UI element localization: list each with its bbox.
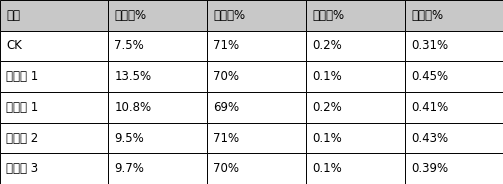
- Text: 实施例 1: 实施例 1: [6, 70, 38, 83]
- Text: 0.45%: 0.45%: [411, 70, 449, 83]
- Bar: [405, 61, 503, 92]
- Text: 0.41%: 0.41%: [411, 101, 449, 114]
- Bar: [0, 31, 108, 61]
- Text: 粗蛋白%: 粗蛋白%: [114, 9, 146, 22]
- Text: 赖氨酸%: 赖氨酸%: [411, 9, 444, 22]
- Bar: [108, 61, 207, 92]
- Bar: [207, 0, 306, 31]
- Bar: [207, 92, 306, 123]
- Bar: [306, 123, 405, 153]
- Text: 0.1%: 0.1%: [312, 132, 342, 144]
- Bar: [207, 123, 306, 153]
- Bar: [306, 0, 405, 31]
- Bar: [306, 31, 405, 61]
- Bar: [405, 0, 503, 31]
- Text: 9.7%: 9.7%: [114, 162, 144, 175]
- Text: 7.5%: 7.5%: [114, 40, 144, 52]
- Text: 70%: 70%: [213, 162, 239, 175]
- Text: 处理: 处理: [6, 9, 20, 22]
- Bar: [405, 153, 503, 184]
- Text: 粗淀粉%: 粗淀粉%: [213, 9, 245, 22]
- Bar: [0, 61, 108, 92]
- Bar: [405, 92, 503, 123]
- Text: 0.2%: 0.2%: [312, 101, 342, 114]
- Bar: [207, 153, 306, 184]
- Text: 对比例 3: 对比例 3: [6, 162, 38, 175]
- Bar: [0, 153, 108, 184]
- Text: 10.8%: 10.8%: [114, 101, 151, 114]
- Text: 对比例 2: 对比例 2: [6, 132, 38, 144]
- Bar: [108, 31, 207, 61]
- Bar: [306, 153, 405, 184]
- Text: 粗脂肪%: 粗脂肪%: [312, 9, 345, 22]
- Text: 70%: 70%: [213, 70, 239, 83]
- Bar: [108, 0, 207, 31]
- Text: 71%: 71%: [213, 132, 239, 144]
- Text: 0.31%: 0.31%: [411, 40, 449, 52]
- Bar: [108, 123, 207, 153]
- Bar: [108, 92, 207, 123]
- Text: 0.2%: 0.2%: [312, 40, 342, 52]
- Bar: [108, 153, 207, 184]
- Text: 对比例 1: 对比例 1: [6, 101, 38, 114]
- Bar: [207, 61, 306, 92]
- Bar: [207, 31, 306, 61]
- Text: 13.5%: 13.5%: [114, 70, 151, 83]
- Text: 0.1%: 0.1%: [312, 70, 342, 83]
- Text: 69%: 69%: [213, 101, 239, 114]
- Bar: [405, 31, 503, 61]
- Text: CK: CK: [6, 40, 22, 52]
- Bar: [405, 123, 503, 153]
- Bar: [0, 0, 108, 31]
- Bar: [0, 123, 108, 153]
- Bar: [306, 92, 405, 123]
- Bar: [0, 92, 108, 123]
- Text: 0.1%: 0.1%: [312, 162, 342, 175]
- Bar: [306, 61, 405, 92]
- Text: 9.5%: 9.5%: [114, 132, 144, 144]
- Text: 0.43%: 0.43%: [411, 132, 449, 144]
- Text: 0.39%: 0.39%: [411, 162, 449, 175]
- Text: 71%: 71%: [213, 40, 239, 52]
